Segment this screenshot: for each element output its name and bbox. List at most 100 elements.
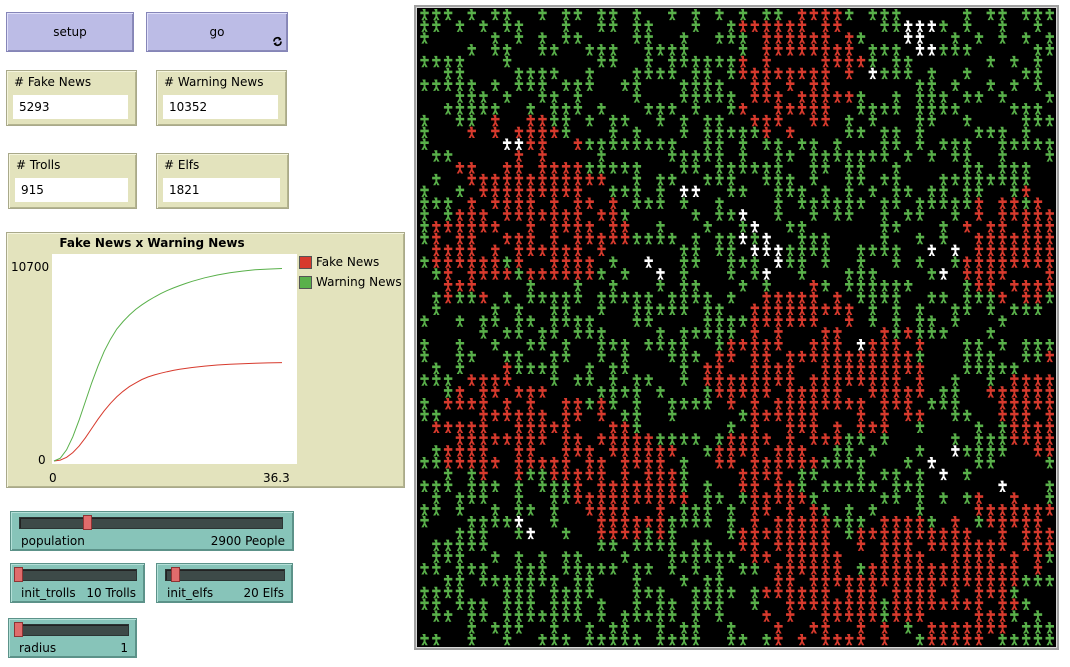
turtle bbox=[491, 574, 500, 587]
turtle bbox=[892, 103, 901, 115]
turtle bbox=[809, 79, 819, 91]
turtle bbox=[786, 374, 795, 386]
turtle bbox=[1045, 539, 1054, 551]
turtle bbox=[561, 9, 571, 21]
population-slider-track[interactable] bbox=[19, 517, 283, 529]
turtle bbox=[974, 563, 984, 575]
turtle bbox=[420, 197, 429, 209]
turtle bbox=[774, 114, 783, 127]
turtle bbox=[892, 527, 901, 540]
turtle bbox=[903, 350, 913, 363]
turtle bbox=[691, 633, 701, 646]
init-trolls-slider[interactable]: init_trolls 10 Trolls bbox=[10, 563, 145, 603]
turtle bbox=[821, 539, 830, 551]
radius-slider-track[interactable] bbox=[14, 624, 129, 636]
radius-slider-handle[interactable] bbox=[14, 622, 23, 637]
turtle bbox=[880, 103, 889, 115]
setup-button-label: setup bbox=[53, 25, 87, 39]
turtle bbox=[892, 44, 901, 56]
turtle bbox=[668, 551, 677, 563]
turtle bbox=[679, 374, 689, 386]
turtle bbox=[550, 303, 559, 315]
turtle bbox=[903, 280, 913, 292]
turtle bbox=[786, 303, 795, 315]
turtle bbox=[856, 256, 866, 268]
turtle bbox=[1010, 362, 1019, 374]
turtle bbox=[455, 244, 465, 257]
turtle bbox=[550, 492, 559, 504]
turtle bbox=[962, 150, 972, 162]
turtle bbox=[821, 386, 830, 398]
turtle bbox=[1033, 221, 1043, 233]
turtle bbox=[1021, 527, 1031, 540]
turtle bbox=[538, 79, 547, 91]
turtle bbox=[502, 586, 512, 599]
init-elfs-slider[interactable]: init_elfs 20 Elfs bbox=[156, 563, 293, 603]
turtle bbox=[1010, 421, 1019, 433]
turtle bbox=[561, 221, 571, 233]
turtle bbox=[868, 280, 878, 292]
turtle bbox=[585, 114, 594, 127]
turtle bbox=[986, 9, 995, 21]
init-trolls-slider-handle[interactable] bbox=[14, 567, 23, 582]
turtle bbox=[738, 563, 748, 575]
turtle bbox=[656, 185, 665, 198]
turtle bbox=[868, 244, 878, 257]
turtle bbox=[1021, 574, 1031, 587]
turtle bbox=[927, 44, 937, 56]
turtle bbox=[420, 79, 429, 91]
population-slider-handle[interactable] bbox=[82, 515, 92, 530]
turtle bbox=[762, 126, 771, 139]
init-trolls-slider-track[interactable] bbox=[14, 569, 137, 581]
turtle bbox=[597, 303, 606, 315]
population-slider[interactable]: population 2900 People bbox=[10, 511, 294, 551]
turtle bbox=[856, 32, 866, 44]
turtle bbox=[797, 91, 807, 103]
world-view[interactable] bbox=[414, 5, 1059, 650]
radius-slider[interactable]: radius 1 bbox=[8, 618, 137, 658]
turtle bbox=[656, 232, 665, 245]
turtle bbox=[703, 551, 712, 563]
turtle bbox=[738, 433, 748, 445]
turtle bbox=[526, 563, 535, 575]
init-elfs-slider-handle[interactable] bbox=[170, 567, 180, 582]
turtle bbox=[597, 527, 606, 540]
turtle bbox=[715, 445, 724, 457]
turtle bbox=[679, 197, 689, 209]
turtle bbox=[644, 138, 653, 150]
turtle bbox=[915, 350, 925, 363]
turtle bbox=[432, 409, 441, 422]
turtle bbox=[632, 433, 642, 445]
turtle bbox=[609, 185, 618, 198]
turtle bbox=[691, 280, 701, 292]
turtle bbox=[538, 67, 547, 80]
turtle bbox=[809, 67, 819, 80]
turtle bbox=[903, 150, 913, 162]
turtle bbox=[703, 386, 712, 398]
turtle bbox=[443, 209, 453, 221]
turtle bbox=[691, 20, 701, 32]
turtle bbox=[833, 303, 842, 315]
turtle bbox=[998, 433, 1007, 445]
turtle bbox=[903, 539, 913, 551]
turtle bbox=[880, 468, 889, 481]
turtle bbox=[467, 221, 476, 233]
turtle bbox=[597, 433, 606, 445]
turtle bbox=[561, 409, 571, 422]
setup-button[interactable]: setup bbox=[6, 12, 134, 52]
turtle bbox=[443, 103, 453, 115]
go-button[interactable]: go bbox=[146, 12, 288, 52]
world-canvas[interactable] bbox=[418, 9, 1055, 646]
init-elfs-slider-track[interactable] bbox=[165, 569, 285, 581]
turtle bbox=[1045, 44, 1054, 56]
turtle bbox=[644, 515, 653, 528]
turtle bbox=[561, 291, 571, 304]
turtle bbox=[1045, 91, 1054, 103]
turtle bbox=[762, 362, 771, 374]
turtle bbox=[609, 563, 618, 575]
turtle bbox=[550, 610, 559, 622]
turtle bbox=[762, 138, 771, 150]
turtle bbox=[844, 350, 854, 363]
turtle bbox=[1021, 386, 1031, 398]
turtle bbox=[691, 504, 701, 516]
